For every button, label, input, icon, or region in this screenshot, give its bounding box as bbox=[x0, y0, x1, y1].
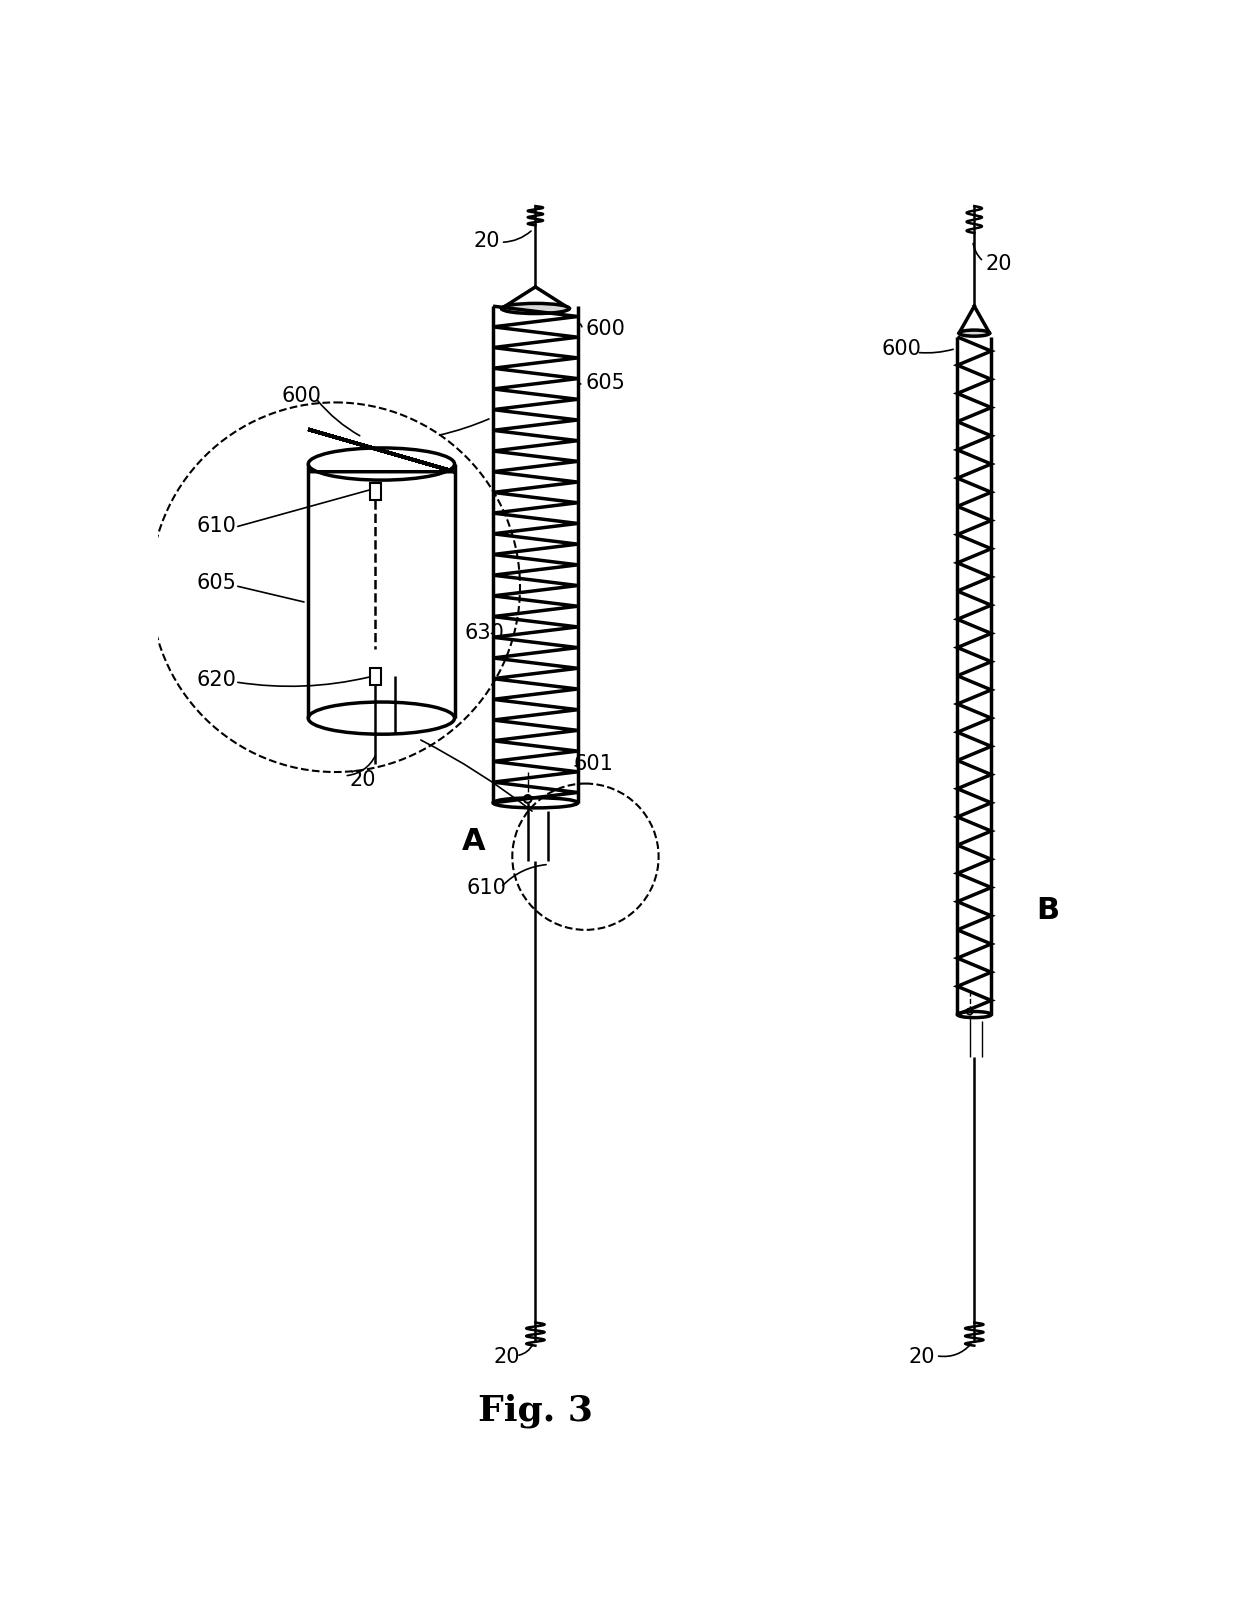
Text: 605: 605 bbox=[197, 574, 237, 593]
Text: 620: 620 bbox=[197, 669, 237, 689]
Text: 605: 605 bbox=[585, 373, 625, 394]
Text: 20: 20 bbox=[986, 254, 1012, 274]
Bar bbox=[370, 483, 381, 501]
Text: A: A bbox=[463, 827, 486, 856]
Text: 600: 600 bbox=[281, 386, 321, 407]
Text: 601: 601 bbox=[574, 754, 614, 775]
Text: Fig. 3: Fig. 3 bbox=[477, 1394, 593, 1428]
Ellipse shape bbox=[501, 303, 569, 313]
Text: 610: 610 bbox=[197, 515, 237, 535]
Ellipse shape bbox=[959, 331, 990, 336]
Text: 20: 20 bbox=[350, 770, 376, 789]
Text: 20: 20 bbox=[474, 230, 500, 251]
Text: 630: 630 bbox=[465, 624, 505, 644]
Text: 600: 600 bbox=[882, 339, 921, 358]
Text: 20: 20 bbox=[494, 1347, 520, 1367]
Text: 610: 610 bbox=[466, 877, 506, 898]
Text: B: B bbox=[1035, 896, 1059, 926]
Text: 20: 20 bbox=[909, 1347, 935, 1367]
Bar bbox=[370, 668, 381, 686]
Text: 600: 600 bbox=[585, 319, 625, 339]
